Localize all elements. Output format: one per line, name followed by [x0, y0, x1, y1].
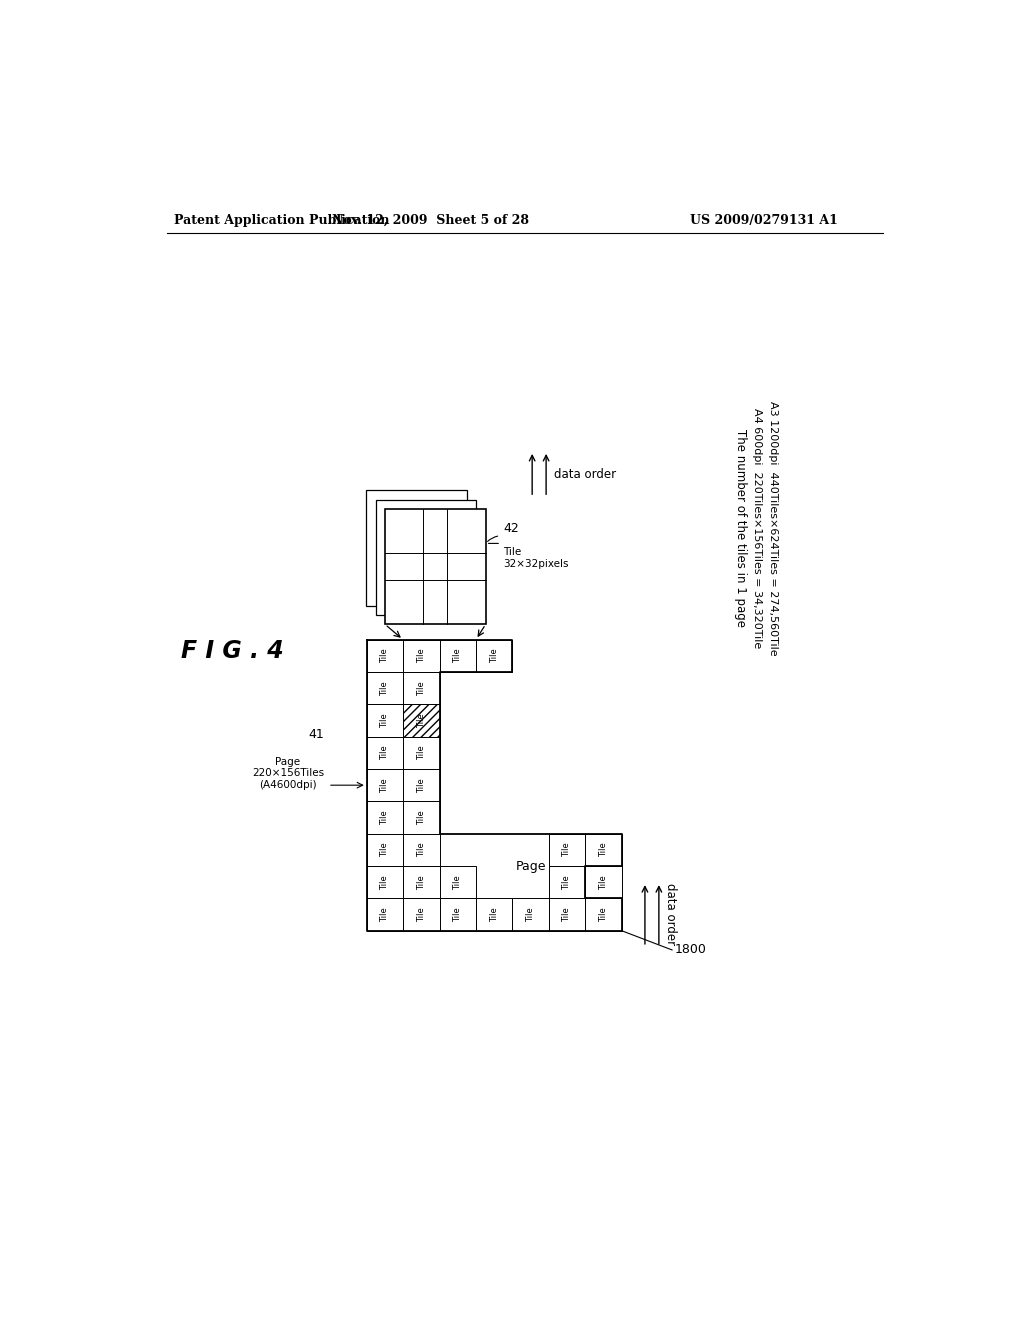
Text: Nov. 12, 2009  Sheet 5 of 28: Nov. 12, 2009 Sheet 5 of 28: [332, 214, 528, 227]
Text: Page: Page: [515, 859, 546, 873]
Bar: [403, 770, 439, 801]
Bar: [549, 899, 586, 931]
Text: Tile: Tile: [454, 875, 462, 890]
Text: Tile: Tile: [454, 907, 462, 921]
Text: US 2009/0279131 A1: US 2009/0279131 A1: [689, 214, 838, 227]
Bar: [403, 705, 439, 737]
Text: 41: 41: [308, 729, 324, 742]
Bar: [439, 866, 476, 899]
Text: Tile: Tile: [380, 713, 389, 727]
Text: 42: 42: [504, 521, 519, 535]
Text: Tile: Tile: [380, 810, 389, 825]
Text: Tile: Tile: [380, 681, 389, 696]
Bar: [403, 866, 439, 899]
Text: data order: data order: [664, 883, 677, 945]
Text: Tile: Tile: [417, 777, 426, 792]
Bar: [385, 508, 485, 624]
Text: Tile: Tile: [599, 907, 608, 921]
Bar: [403, 801, 439, 834]
Text: The number of the tiles in 1 page: The number of the tiles in 1 page: [734, 429, 746, 627]
Bar: [549, 834, 586, 866]
Bar: [476, 640, 512, 672]
Bar: [376, 499, 476, 615]
Bar: [586, 834, 622, 866]
Text: Tile: Tile: [417, 842, 426, 857]
Bar: [367, 866, 403, 899]
Bar: [403, 737, 439, 770]
Text: Tile: Tile: [562, 907, 571, 921]
Text: Patent Application Publication: Patent Application Publication: [174, 214, 390, 227]
Bar: [403, 899, 439, 931]
Text: Tile: Tile: [489, 907, 499, 921]
Bar: [439, 899, 476, 931]
Bar: [403, 705, 439, 737]
Bar: [367, 899, 403, 931]
Text: Tile: Tile: [417, 746, 426, 760]
Text: Tile
32×32pixels: Tile 32×32pixels: [504, 548, 569, 569]
Text: Tile: Tile: [417, 648, 426, 663]
Bar: [367, 770, 403, 801]
Bar: [403, 640, 439, 672]
Text: Tile: Tile: [380, 746, 389, 760]
Bar: [367, 640, 403, 672]
Bar: [367, 737, 403, 770]
Text: data order: data order: [554, 467, 616, 480]
Bar: [367, 490, 467, 606]
Bar: [476, 899, 512, 931]
Bar: [367, 834, 403, 866]
Text: Tile: Tile: [454, 648, 462, 663]
Text: Tile: Tile: [417, 875, 426, 890]
Bar: [367, 801, 403, 834]
Text: Tile: Tile: [417, 681, 426, 696]
Bar: [439, 640, 476, 672]
Text: Tile: Tile: [417, 810, 426, 825]
Text: 1800: 1800: [675, 944, 707, 957]
Text: Tile: Tile: [380, 777, 389, 792]
Bar: [367, 672, 403, 705]
Text: Tile: Tile: [562, 875, 571, 890]
Bar: [549, 866, 586, 899]
Bar: [403, 834, 439, 866]
Text: Tile: Tile: [599, 842, 608, 857]
Bar: [586, 899, 622, 931]
Text: Tile: Tile: [562, 842, 571, 857]
Text: Tile: Tile: [599, 875, 608, 890]
Text: Tile: Tile: [489, 648, 499, 663]
Text: Tile: Tile: [380, 648, 389, 663]
Bar: [512, 899, 549, 931]
Text: Tile: Tile: [526, 907, 536, 921]
Text: Tile: Tile: [380, 842, 389, 857]
Text: Page
220×156Tiles
(A4600dpi): Page 220×156Tiles (A4600dpi): [252, 756, 324, 789]
Bar: [403, 672, 439, 705]
Text: Tile: Tile: [417, 907, 426, 921]
Bar: [367, 705, 403, 737]
Bar: [586, 866, 622, 899]
Text: Tile: Tile: [380, 907, 389, 921]
Text: Tile: Tile: [417, 713, 426, 727]
Text: A4 600dpi  220Tiles×156Tiles = 34,320Tile: A4 600dpi 220Tiles×156Tiles = 34,320Tile: [753, 408, 762, 648]
Text: F I G . 4: F I G . 4: [180, 639, 284, 663]
Text: Tile: Tile: [380, 875, 389, 890]
Text: A3 1200dpi  440Tiles×624Tiles = 274,560Tile: A3 1200dpi 440Tiles×624Tiles = 274,560Ti…: [768, 401, 778, 655]
